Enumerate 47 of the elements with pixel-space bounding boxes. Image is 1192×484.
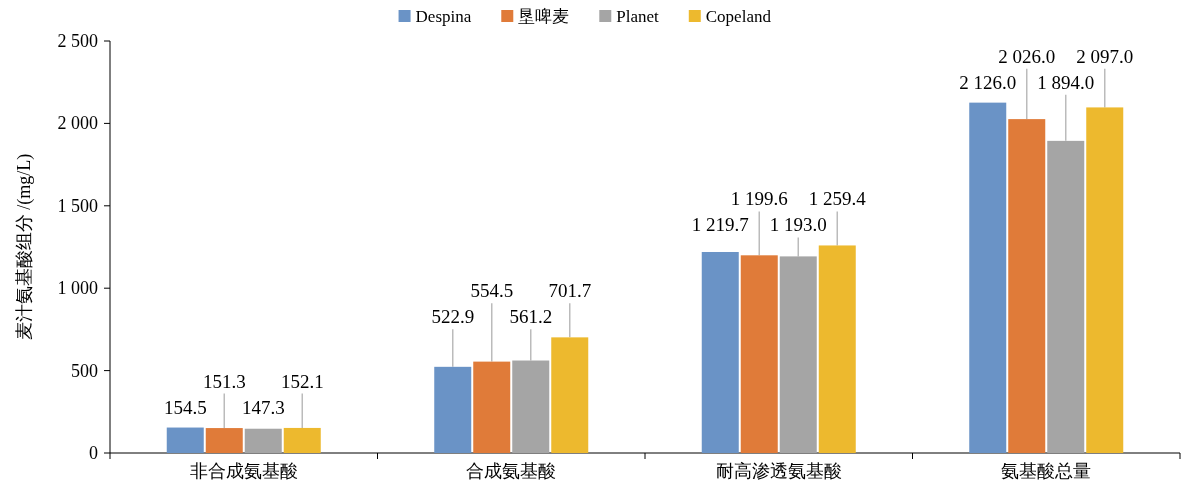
data-label: 2 097.0	[1076, 45, 1134, 67]
data-label: 561.2	[509, 306, 553, 328]
data-label: 154.5	[163, 396, 207, 418]
data-label: 522.9	[431, 306, 475, 328]
bar	[779, 256, 817, 453]
data-label: 1 193.0	[769, 214, 827, 236]
data-label: 554.5	[470, 280, 514, 302]
legend-label: 垦啤麦	[518, 7, 570, 26]
data-label: 701.7	[548, 280, 592, 302]
legend-label: Copeland	[705, 7, 772, 26]
bar	[473, 361, 511, 453]
y-tick-label: 2 000	[57, 113, 98, 134]
bar	[434, 366, 472, 453]
bar	[701, 251, 739, 453]
y-tick-label: 1 000	[57, 278, 98, 299]
data-label: 1 199.6	[730, 188, 788, 210]
data-label: 2 026.0	[998, 45, 1056, 67]
bar	[512, 360, 550, 453]
y-tick-label: 1 500	[57, 195, 98, 216]
legend-label: Planet	[616, 7, 660, 26]
bar	[1047, 140, 1085, 453]
bar	[205, 428, 243, 453]
x-tick-label: 合成氨基酸	[466, 461, 557, 481]
x-tick-label: 氨基酸总量	[1001, 461, 1092, 481]
data-label: 1 219.7	[691, 214, 749, 236]
y-tick-label: 2 500	[57, 31, 98, 51]
bar	[1008, 119, 1046, 453]
bar	[818, 245, 856, 453]
bar	[1086, 107, 1124, 453]
bar	[283, 427, 321, 453]
data-label: 2 126.0	[959, 71, 1017, 93]
bar	[166, 427, 204, 453]
y-tick-label: 500	[71, 360, 98, 381]
data-label: 147.3	[241, 396, 285, 418]
x-tick-label: 耐高渗透氨基酸	[715, 461, 842, 481]
legend-label: Despina	[415, 7, 472, 26]
bar	[969, 102, 1007, 453]
data-label: 151.3	[202, 370, 246, 392]
y-axis-title: 麦汁氨基酸组分 /(mg/L)	[14, 153, 35, 341]
bar	[740, 255, 778, 453]
y-tick-label: 0	[89, 443, 98, 463]
bar	[244, 428, 282, 453]
data-label: 1 259.4	[808, 188, 867, 210]
bar	[551, 337, 589, 453]
x-tick-label: 非合成氨基酸	[189, 461, 298, 481]
data-label: 1 894.0	[1037, 71, 1095, 93]
data-label: 152.1	[280, 370, 324, 392]
